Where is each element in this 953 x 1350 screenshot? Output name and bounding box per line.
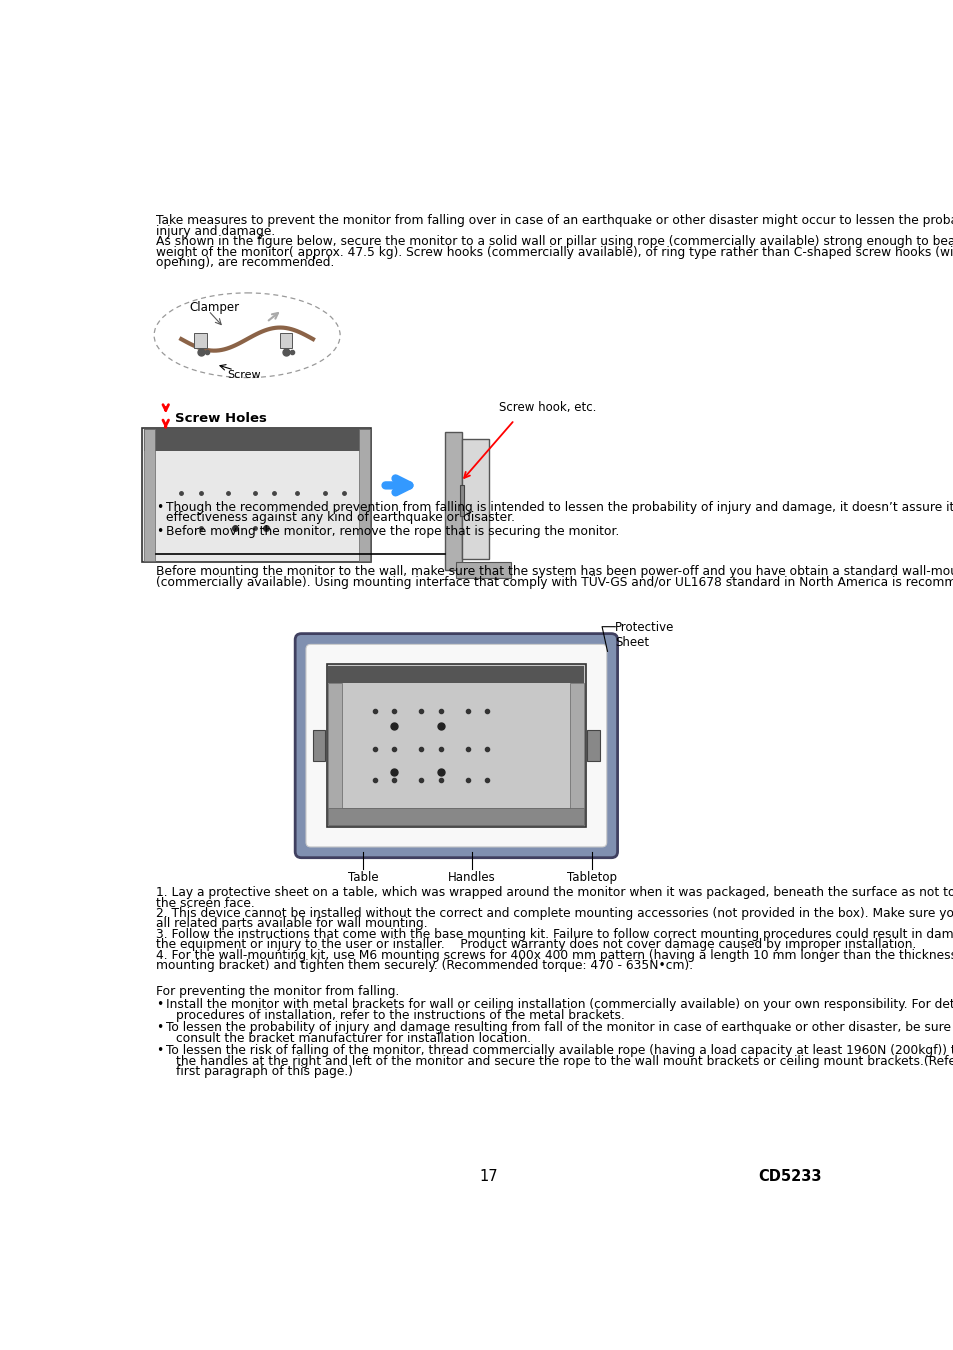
Text: the equipment or injury to the user or installer.    Product warranty does not c: the equipment or injury to the user or i… <box>155 938 915 952</box>
Text: To lessen the probability of injury and damage resulting from fall of the monito: To lessen the probability of injury and … <box>166 1022 953 1034</box>
Text: the screen face.: the screen face. <box>155 896 254 910</box>
Text: 4. For the wall-mounting kit, use M6 mounting screws for 400x 400 mm pattern (ha: 4. For the wall-mounting kit, use M6 mou… <box>155 949 953 961</box>
Bar <box>279 333 292 348</box>
Text: procedures of installation, refer to the instructions of the metal brackets.: procedures of installation, refer to the… <box>175 1008 624 1022</box>
Bar <box>587 730 599 760</box>
Text: Handles: Handles <box>448 871 496 884</box>
Text: •: • <box>155 525 163 537</box>
Bar <box>444 432 461 570</box>
Text: •: • <box>155 1045 163 1057</box>
Text: Though the recommended prevention from falling is intended to lessen the probabi: Though the recommended prevention from f… <box>166 501 953 514</box>
Bar <box>570 683 583 809</box>
Text: the handles at the right and left of the monitor and secure the rope to the wall: the handles at the right and left of the… <box>175 1054 953 1068</box>
Text: Screw: Screw <box>228 370 261 379</box>
Text: Screw Holes: Screw Holes <box>174 412 267 425</box>
Text: Clamper: Clamper <box>189 301 239 313</box>
Text: 2. This device cannot be installed without the correct and complete mounting acc: 2. This device cannot be installed witho… <box>155 907 953 919</box>
Bar <box>327 664 585 828</box>
Text: effectiveness against any kind of earthquake or disaster.: effectiveness against any kind of earthq… <box>166 512 515 524</box>
Bar <box>459 486 464 516</box>
Bar <box>456 563 510 578</box>
Bar <box>328 683 342 809</box>
Text: 3. Follow the instructions that come with the base mounting kit. Failure to foll: 3. Follow the instructions that come wit… <box>155 927 953 941</box>
Text: •: • <box>155 501 163 514</box>
Text: all related parts available for wall mounting.: all related parts available for wall mou… <box>155 918 427 930</box>
Text: weight of the monitor( approx. 47.5 kg). Screw hooks (commercially available), o: weight of the monitor( approx. 47.5 kg).… <box>155 246 953 259</box>
Bar <box>194 333 207 348</box>
Text: (commercially available). Using mounting interface that comply with TÜV-GS and/o: (commercially available). Using mounting… <box>155 575 953 590</box>
Text: 1. Lay a protective sheet on a table, which was wrapped around the monitor when : 1. Lay a protective sheet on a table, wh… <box>155 886 953 899</box>
Text: mounting bracket) and tighten them securely. (Recommended torque: 470 - 635N•cm): mounting bracket) and tighten them secur… <box>155 958 692 972</box>
Bar <box>144 429 154 560</box>
Text: consult the bracket manufacturer for installation location.: consult the bracket manufacturer for ins… <box>175 1031 531 1045</box>
Text: first paragraph of this page.): first paragraph of this page.) <box>175 1065 353 1079</box>
Text: Before mounting the monitor to the wall, make sure that the system has been powe: Before mounting the monitor to the wall,… <box>155 566 953 578</box>
Bar <box>142 428 371 563</box>
Text: Before moving the monitor, remove the rope that is securing the monitor.: Before moving the monitor, remove the ro… <box>166 525 618 537</box>
Text: Protective
Sheet: Protective Sheet <box>615 621 674 648</box>
Text: Take measures to prevent the monitor from falling over in case of an earthquake : Take measures to prevent the monitor fro… <box>155 215 953 227</box>
Text: Install the monitor with metal brackets for wall or ceiling installation (commer: Install the monitor with metal brackets … <box>166 998 953 1011</box>
Text: Screw hook, etc.: Screw hook, etc. <box>498 401 596 413</box>
Text: For preventing the monitor from falling.: For preventing the monitor from falling. <box>155 984 398 998</box>
FancyBboxPatch shape <box>306 644 606 846</box>
Bar <box>461 439 488 559</box>
Text: CD5233: CD5233 <box>758 1169 821 1184</box>
FancyBboxPatch shape <box>294 633 617 857</box>
Bar <box>144 429 369 451</box>
Bar <box>313 730 325 760</box>
Text: Tabletop: Tabletop <box>566 871 617 884</box>
Text: •: • <box>155 998 163 1011</box>
Text: opening), are recommended.: opening), are recommended. <box>155 256 334 269</box>
Text: •: • <box>155 1022 163 1034</box>
Bar <box>328 666 583 683</box>
Bar <box>358 429 369 560</box>
Bar <box>328 809 583 825</box>
Text: To lessen the risk of falling of the monitor, thread commercially available rope: To lessen the risk of falling of the mon… <box>166 1045 953 1057</box>
Text: 17: 17 <box>479 1169 497 1184</box>
Text: Table: Table <box>348 871 378 884</box>
Text: As shown in the figure below, secure the monitor to a solid wall or pillar using: As shown in the figure below, secure the… <box>155 235 953 248</box>
Text: injury and damage.: injury and damage. <box>155 224 274 238</box>
